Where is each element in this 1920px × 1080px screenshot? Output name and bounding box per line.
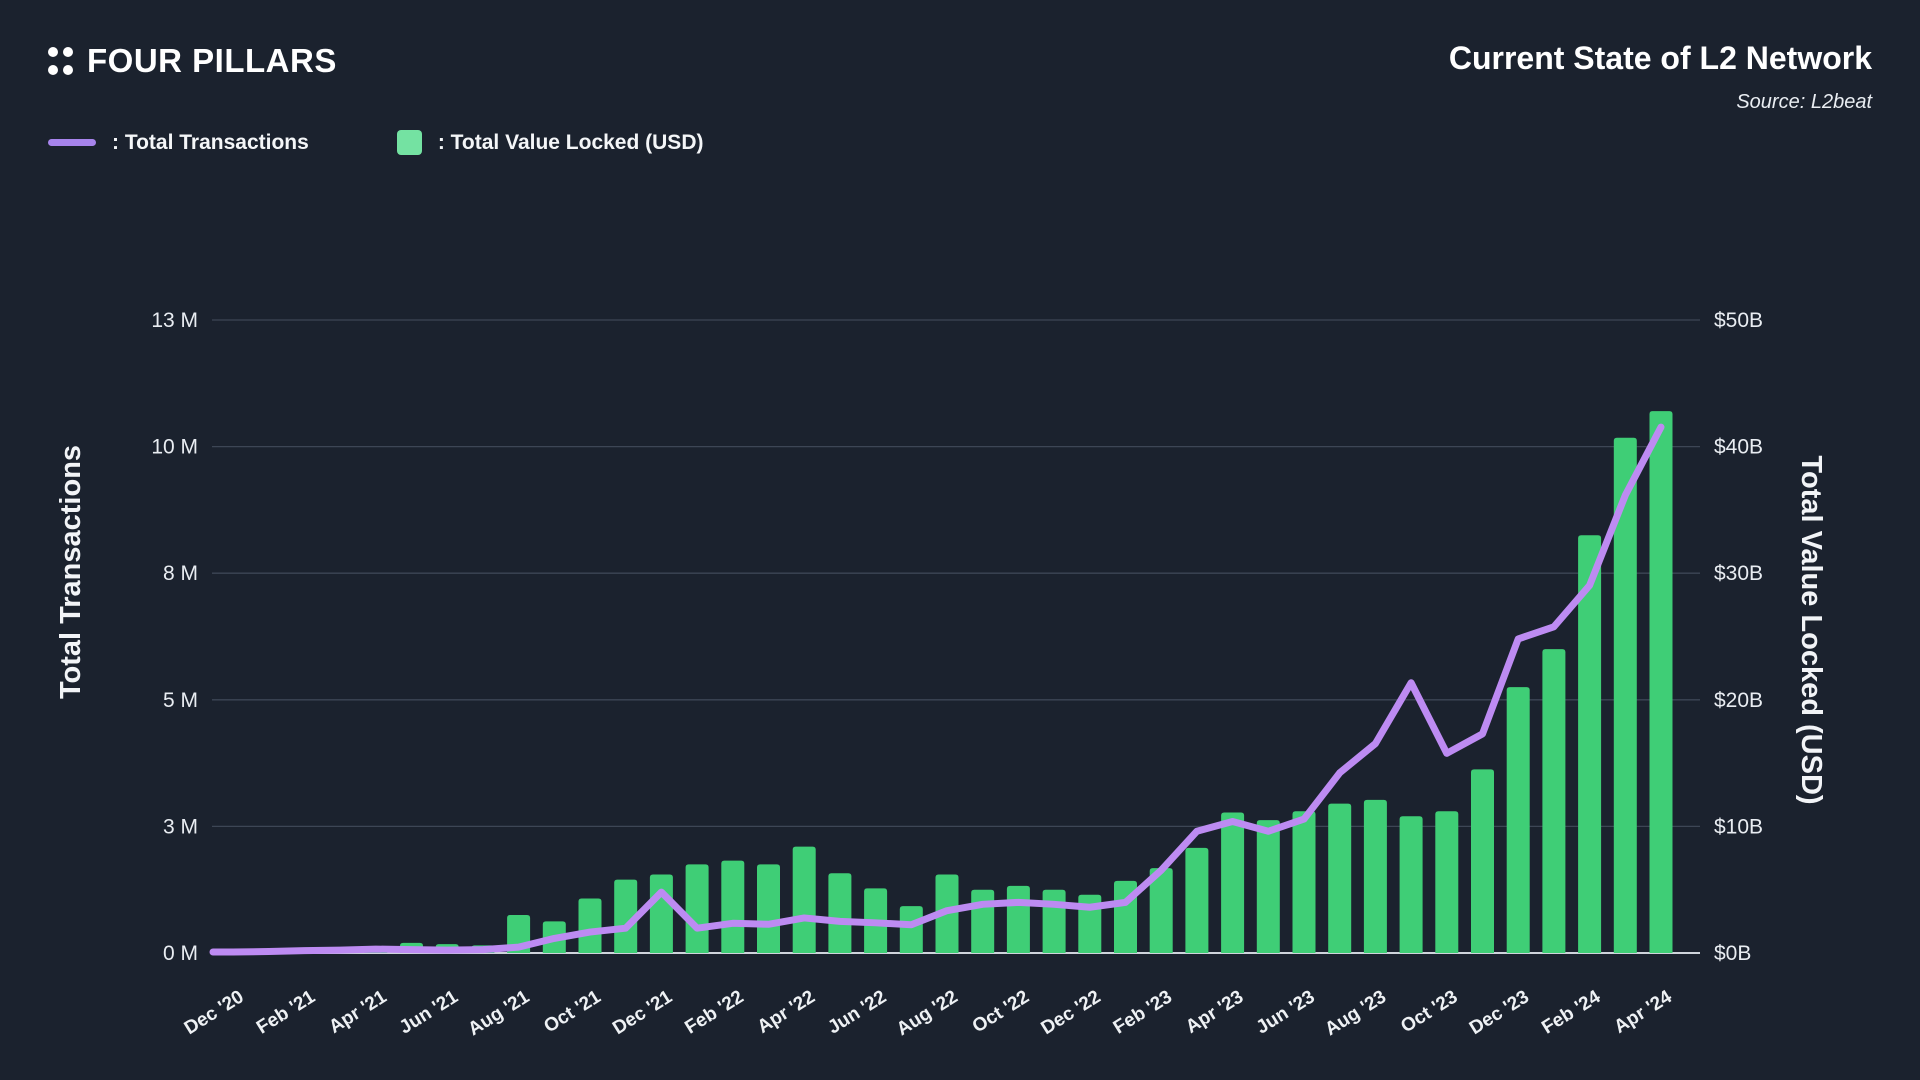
tvl-bar bbox=[1578, 535, 1602, 953]
x-axis-tick: Apr '23 bbox=[1182, 986, 1247, 1038]
x-axis-tick: Aug '21 bbox=[465, 986, 534, 1040]
x-axis-tick: Aug '22 bbox=[893, 986, 962, 1040]
tvl-bar bbox=[899, 906, 923, 953]
x-axis-tick: Dec '20 bbox=[181, 986, 248, 1039]
x-axis-tick: Dec '21 bbox=[609, 986, 676, 1039]
legend: : Total Transactions : Total Value Locke… bbox=[48, 130, 703, 155]
legend-item-total-value-locked: : Total Value Locked (USD) bbox=[396, 130, 704, 155]
legend-item-total-transactions: : Total Transactions bbox=[48, 131, 309, 155]
x-axis-tick: Feb '21 bbox=[253, 986, 319, 1038]
tvl-bar bbox=[792, 846, 816, 953]
x-axis-tick: Oct '22 bbox=[969, 986, 1033, 1037]
tvl-bars bbox=[221, 411, 1673, 954]
x-axis-tick: Apr '21 bbox=[325, 986, 390, 1038]
x-axis-tick: Apr '24 bbox=[1611, 986, 1676, 1038]
four-pillars-logo: FOUR PILLARS bbox=[48, 42, 337, 80]
tvl-bar bbox=[649, 874, 673, 953]
page-title: Current State of L2 Network bbox=[1448, 40, 1872, 76]
line-swatch-icon bbox=[48, 139, 96, 146]
tvl-bar bbox=[685, 864, 709, 953]
tvl-bar bbox=[1363, 799, 1387, 953]
x-axis-tick: Aug '23 bbox=[1321, 986, 1390, 1040]
tvl-bar bbox=[721, 860, 745, 953]
four-dots-icon bbox=[48, 47, 73, 75]
tvl-bar bbox=[1149, 868, 1173, 953]
left-axis-tick: 13 M bbox=[151, 309, 198, 332]
x-axis-tick: Feb '24 bbox=[1538, 986, 1604, 1038]
tvl-bar bbox=[1256, 820, 1280, 953]
right-axis-tick: $30B bbox=[1714, 562, 1763, 585]
tvl-bar bbox=[1435, 811, 1459, 953]
tvl-bar bbox=[1042, 889, 1066, 953]
tvl-bar bbox=[614, 879, 638, 953]
right-axis-tick: $10B bbox=[1714, 815, 1763, 838]
tvl-bar bbox=[1471, 769, 1494, 953]
right-axis-tick: $50B bbox=[1714, 309, 1763, 332]
x-axis-tick: Jun '21 bbox=[396, 986, 462, 1038]
left-axis-tick: 10 M bbox=[151, 436, 198, 459]
tvl-bar bbox=[578, 898, 602, 953]
x-axis-tick: Dec '22 bbox=[1038, 986, 1105, 1039]
legend-label: : Total Value Locked (USD) bbox=[437, 130, 704, 154]
tvl-bar bbox=[971, 889, 995, 953]
tvl-bar bbox=[757, 864, 780, 953]
logo-text: FOUR PILLARS bbox=[87, 42, 337, 79]
right-axis-tick: $40B bbox=[1714, 436, 1763, 459]
left-axis-tick: 8 M bbox=[163, 562, 198, 585]
tvl-bar bbox=[1328, 803, 1352, 953]
x-axis-tick: Jun '22 bbox=[824, 986, 890, 1038]
source-caption: Source: L2beat bbox=[1736, 91, 1872, 113]
right-axis-tick: $20B bbox=[1714, 689, 1763, 712]
x-axis-tick: Feb '22 bbox=[681, 986, 747, 1038]
left-axis-title: Total Transactions bbox=[55, 445, 87, 699]
tvl-bar bbox=[828, 873, 852, 953]
tvl-bar bbox=[1506, 687, 1530, 953]
tvl-bar bbox=[1221, 812, 1245, 953]
x-axis-tick: Dec '23 bbox=[1466, 986, 1533, 1039]
right-axis-tick: $0B bbox=[1714, 942, 1751, 965]
x-axis-tick: Apr '22 bbox=[754, 986, 819, 1038]
tvl-bar bbox=[1185, 847, 1209, 953]
title-block: Current State of L2 Network Source: L2be… bbox=[1449, 40, 1872, 114]
tvl-bar bbox=[1006, 885, 1030, 953]
x-axis-tick: Oct '23 bbox=[1397, 986, 1461, 1037]
transactions-line bbox=[209, 423, 1665, 956]
tvl-bar bbox=[1649, 411, 1673, 954]
x-axis-tick: Feb '23 bbox=[1110, 986, 1176, 1038]
right-axis-title: Total Value Locked (USD) bbox=[1795, 455, 1827, 804]
x-axis-tick: Oct '21 bbox=[540, 986, 605, 1037]
left-axis-tick: 3 M bbox=[163, 815, 198, 838]
left-axis-tick: 0 M bbox=[163, 942, 198, 965]
tvl-bar bbox=[1399, 816, 1423, 953]
box-swatch-icon bbox=[396, 130, 422, 155]
left-axis-tick: 5 M bbox=[163, 689, 198, 712]
legend-label: : Total Transactions bbox=[112, 130, 309, 154]
tvl-bar bbox=[1542, 649, 1566, 953]
x-axis-tick: Jun '23 bbox=[1253, 986, 1319, 1038]
tvl-bar bbox=[1292, 811, 1316, 953]
tvl-bar bbox=[1613, 437, 1637, 953]
